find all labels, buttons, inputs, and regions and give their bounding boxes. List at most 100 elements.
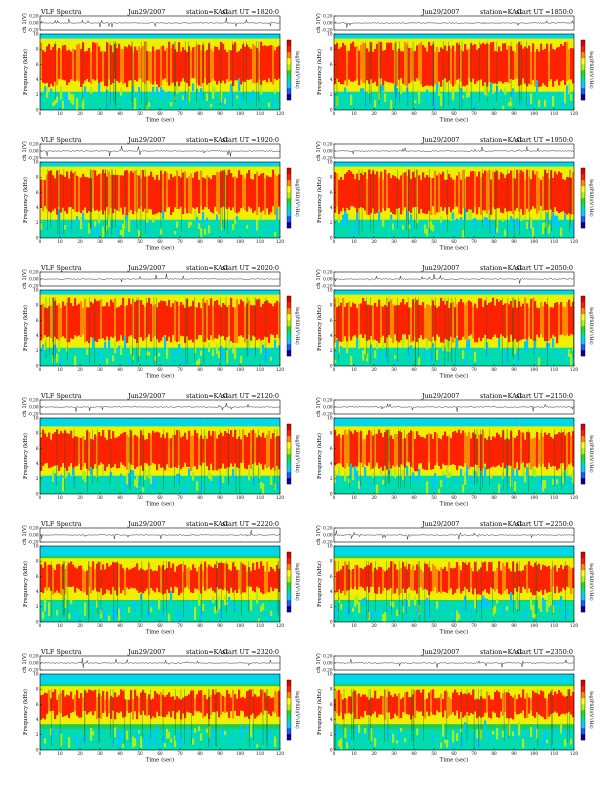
spectrogram-column — [224, 563, 227, 589]
colorbar-step — [581, 478, 585, 485]
frequency-axis-label: Frequency (kHz) — [22, 433, 29, 479]
spectrogram-column — [410, 430, 413, 467]
spectrogram-speck — [278, 483, 281, 491]
spectrogram-column — [450, 698, 453, 715]
spectrogram-column — [68, 49, 71, 83]
spectrogram-speck — [558, 221, 561, 228]
spectrogram-speck — [94, 221, 97, 227]
spectrogram-speck — [174, 351, 177, 363]
spectrogram-column — [144, 439, 147, 463]
spectrogram-speck — [76, 216, 79, 222]
panel-date: Jun29/2007 — [421, 392, 459, 400]
spectrogram-column — [336, 690, 339, 714]
spectrogram-speck — [518, 722, 521, 736]
spectrogram-column — [104, 569, 107, 594]
colorbar-step — [287, 302, 291, 309]
spectrogram-column — [436, 569, 439, 594]
time-tick-label: 90 — [511, 367, 517, 372]
spectrogram-speck — [188, 221, 191, 228]
spectrogram-speck — [348, 737, 351, 746]
spectrogram-column — [70, 561, 73, 588]
spectrogram-column — [452, 692, 455, 713]
spectrogram-column — [210, 48, 213, 83]
frequency-tick-label: 2 — [36, 604, 39, 609]
time-tick-label: 10 — [57, 623, 63, 628]
spectrogram-speck — [474, 471, 477, 482]
spectrogram-column — [366, 179, 369, 215]
spectrogram-speck — [418, 356, 421, 365]
colorbar-step — [581, 350, 585, 357]
colorbar-step — [581, 436, 585, 443]
spectrogram-column — [52, 47, 55, 87]
spectrogram-column — [504, 692, 507, 713]
spectrogram-speck — [474, 599, 477, 609]
time-tick-label: 120 — [570, 367, 578, 372]
spectrogram-speck — [232, 95, 235, 101]
spectrogram-column — [268, 302, 271, 343]
spectrogram-column — [198, 44, 201, 86]
spectrogram-column — [148, 297, 151, 335]
spectrogram-column — [266, 561, 269, 592]
time-tick-label: 80 — [491, 623, 497, 628]
spectrogram-column — [444, 690, 447, 711]
spectrogram-column — [94, 170, 97, 211]
spectrogram-speck — [114, 727, 117, 738]
spectrogram-column — [176, 170, 179, 210]
spectrogram-speck — [564, 214, 567, 223]
spectrogram-column — [350, 431, 353, 471]
spectrogram-column — [438, 438, 441, 467]
spectrogram-column — [360, 567, 363, 587]
spectrogram-column — [216, 171, 219, 212]
spectrogram-speck — [564, 739, 567, 747]
spectrogram-column — [542, 436, 545, 464]
spectrogram-column — [166, 172, 169, 208]
time-tick-label: 90 — [511, 239, 517, 244]
spectrogram-speck — [64, 597, 67, 608]
spectrogram-column — [186, 439, 189, 467]
spectrogram-column — [226, 564, 229, 591]
spectrogram-column — [448, 173, 451, 207]
spectrogram-column — [64, 696, 67, 716]
spectrogram-speck — [408, 593, 411, 607]
spectrogram-speck — [446, 339, 449, 352]
spectrogram-column — [342, 179, 345, 208]
spectrogram-speck — [570, 473, 573, 478]
spectrogram-column — [240, 299, 243, 336]
spectrogram-speck — [174, 230, 177, 235]
spectrogram-speck — [462, 95, 465, 99]
spectrogram-column — [368, 169, 371, 215]
spectrogram-column — [336, 571, 339, 593]
spectrogram-column — [210, 695, 213, 715]
spectrogram-column — [378, 177, 381, 211]
ch1-ytick-label: -0.20 — [28, 411, 39, 416]
time-tick-label: 0 — [333, 367, 336, 372]
colorbar-step — [581, 320, 585, 327]
colorbar-step — [581, 680, 585, 687]
spectrogram-column — [114, 692, 117, 720]
spectrogram-column — [212, 689, 215, 712]
spectrogram-column — [404, 438, 407, 468]
spectrogram-column — [376, 171, 379, 213]
spectrogram-speck — [522, 462, 525, 476]
spectrogram-column — [386, 569, 389, 591]
spectrogram-column — [56, 305, 59, 339]
spectrogram-speck — [496, 85, 499, 93]
spectrogram-column — [50, 305, 53, 339]
spectrogram-speck — [424, 349, 427, 362]
spectrogram-column — [50, 170, 53, 213]
spectrogram-column — [358, 567, 361, 587]
time-tick-label: 30 — [97, 239, 103, 244]
colorbar-step — [581, 64, 585, 71]
spectrogram-column — [196, 307, 199, 340]
spectrogram-column — [68, 178, 71, 208]
ch1-ytick-label: 0.00 — [323, 404, 333, 409]
colorbar-step — [581, 448, 585, 455]
spectrogram-column — [70, 430, 73, 463]
spectrogram-column — [220, 693, 223, 715]
spectrogram-column — [492, 436, 495, 467]
time-tick-label: 0 — [39, 239, 42, 244]
spectrogram-column — [366, 696, 369, 716]
spectrogram-speck — [474, 217, 477, 232]
spectrogram-speck — [504, 354, 507, 362]
